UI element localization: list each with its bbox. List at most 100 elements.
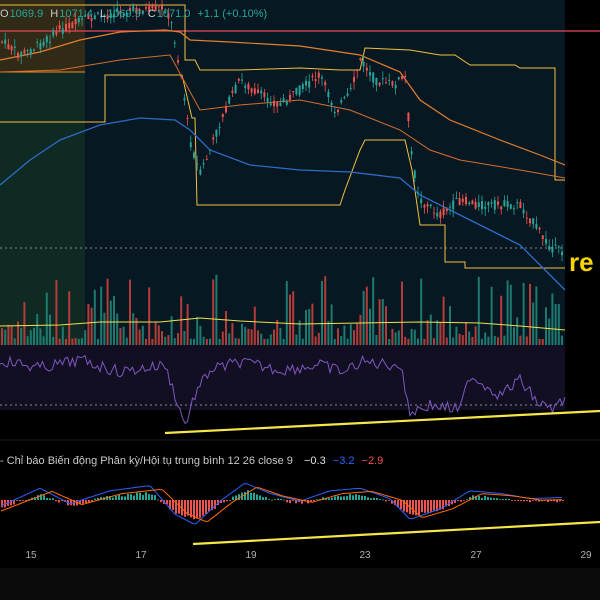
macd-hist-bar: [430, 500, 432, 512]
macd-hist-bar: [397, 500, 399, 508]
macd-hist-bar: [388, 500, 390, 501]
volume-bar: [461, 335, 464, 345]
candle-body: [196, 163, 199, 165]
volume-bar: [29, 330, 32, 345]
macd-hist-bar: [52, 498, 54, 500]
candle-body: [84, 14, 87, 17]
macd-hist-bar: [322, 497, 324, 500]
volume-bar: [1, 328, 3, 345]
orange-zone-box: [0, 0, 85, 72]
volume-bar: [199, 325, 202, 345]
volume-bar: [186, 304, 189, 345]
low-label: L: [99, 8, 107, 20]
rsi-trendline[interactable]: [164, 409, 600, 435]
candle-body: [132, 6, 135, 11]
volume-bar: [135, 317, 138, 345]
macd-hist-bar: [379, 499, 381, 500]
macd-hist-bar: [151, 494, 153, 500]
macd-hist-bar: [256, 494, 258, 500]
volume-bar: [548, 318, 551, 345]
candle-body: [548, 246, 551, 250]
candle-body: [388, 79, 391, 81]
candle-body: [429, 204, 432, 207]
volume-bar: [215, 274, 218, 345]
candle-body: [170, 22, 173, 24]
candle-body: [148, 5, 151, 12]
macd-hist-bar: [319, 499, 321, 500]
macd-hist-bar: [271, 499, 273, 501]
volume-bar: [119, 328, 122, 345]
volume-bar: [525, 336, 528, 345]
volume-bar: [161, 331, 163, 345]
bollinger-lower: [0, 74, 565, 269]
volume-bar: [333, 338, 336, 345]
volume-bar: [221, 331, 224, 345]
volume-bar: [519, 335, 522, 345]
candle-body: [10, 46, 13, 51]
macd-hist-bar: [199, 500, 201, 518]
candle-body: [557, 246, 560, 248]
macd-hist-bar: [460, 500, 462, 502]
macd-hist-bar: [364, 496, 366, 500]
candle-body: [4, 39, 7, 44]
candle-body: [404, 75, 407, 77]
volume-bar: [148, 287, 151, 345]
volume-bar: [100, 286, 103, 345]
close-value: 1071.0: [156, 8, 191, 20]
candle-body: [314, 79, 317, 82]
candle-body: [538, 227, 541, 230]
macd-hist-bar: [46, 497, 48, 500]
volume-bar: [183, 331, 186, 345]
candle-body: [282, 98, 285, 102]
volume-bar: [337, 328, 339, 345]
macd-hist-bar: [520, 500, 522, 502]
macd-hist-bar: [157, 499, 159, 501]
candle-body: [257, 89, 259, 94]
candle-body: [423, 205, 426, 208]
macd-hist-bar: [85, 500, 87, 503]
macd-hist-bar: [514, 500, 516, 501]
macd-hist-bar: [529, 500, 531, 503]
candle-body: [263, 92, 266, 98]
macd-hist-bar: [361, 495, 363, 500]
volume-bar: [250, 329, 253, 345]
volume-bar: [442, 296, 445, 345]
candle-body: [234, 84, 237, 94]
volume-bar: [468, 331, 471, 345]
volume-bar: [493, 335, 496, 345]
volume-bar: [522, 282, 525, 345]
ohlc-legend: O1069.9 H1071.4 L1069.9 C1071.0 +1.1 (+0…: [0, 8, 271, 20]
bottom-bar: [0, 568, 600, 600]
candle-body: [90, 18, 93, 21]
volume-bar: [365, 286, 368, 345]
volume-bar: [327, 320, 330, 345]
bollinger-upper: [0, 4, 565, 181]
candle-body: [497, 201, 499, 205]
macd-hist-bar: [538, 500, 540, 502]
candle-body: [87, 15, 90, 20]
macd-hist-bar: [40, 494, 42, 500]
candle-body: [301, 84, 304, 90]
macd-hist-bar: [19, 500, 21, 502]
macd-hist-bar: [331, 497, 333, 500]
macd-hist-bar: [559, 500, 561, 502]
macd-hist-bar: [169, 500, 171, 510]
candle-body: [369, 72, 371, 76]
macd-trendline[interactable]: [192, 520, 600, 546]
macd-hist-bar: [127, 494, 129, 500]
candle-body: [279, 103, 282, 106]
candle-body: [71, 22, 74, 29]
candle-body: [29, 49, 32, 54]
candle-body: [68, 22, 71, 29]
macd-hist-bar: [343, 496, 345, 500]
macd-hist-bar: [505, 498, 507, 500]
macd-hist-bar: [109, 496, 111, 500]
candle-body: [151, 5, 154, 9]
signal-line: [0, 487, 563, 522]
macd-legend[interactable]: - Chỉ báo Biến động Phân kỳ/Hội tụ trung…: [0, 455, 383, 467]
candle-body: [353, 76, 355, 83]
volume-bar: [353, 330, 355, 345]
candle-body: [13, 46, 16, 48]
candle-body: [55, 31, 58, 35]
